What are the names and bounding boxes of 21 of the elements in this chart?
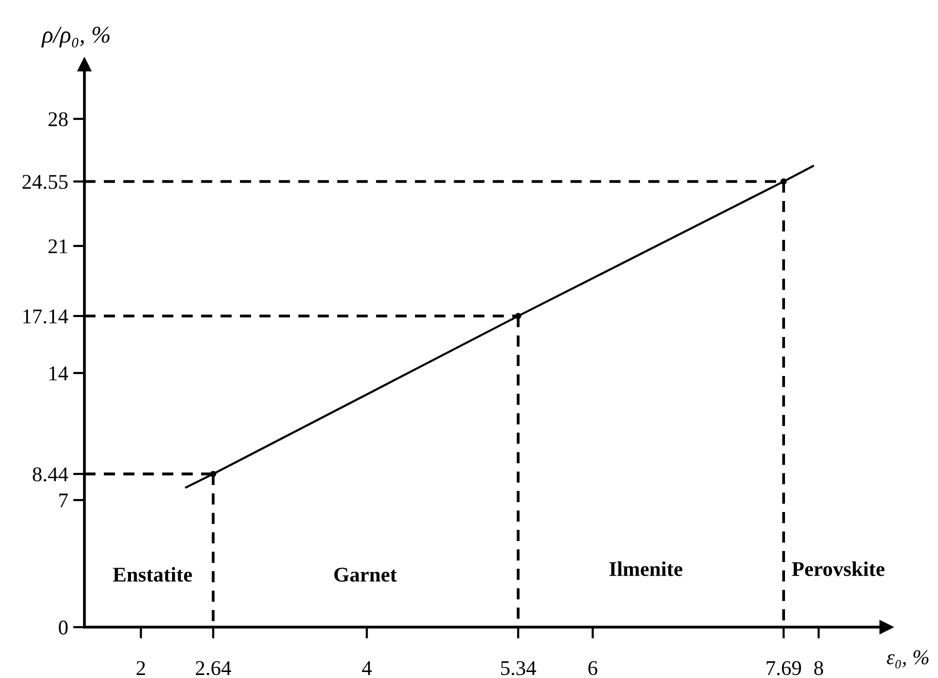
x-tick-label: 4 <box>362 661 372 675</box>
y-tick-label: 7 <box>59 494 68 508</box>
x-tick-label: 2 <box>136 661 145 675</box>
y-tick-label: 0 <box>58 620 68 635</box>
annotation: Enstatite <box>113 567 192 582</box>
annotation: Perovskite <box>792 561 884 576</box>
x-tick-label: 6 <box>588 661 598 676</box>
annotation: Ilmenite <box>609 561 682 576</box>
y-tick-label: 8.44 <box>32 467 68 482</box>
x-tick-label: 8 <box>814 661 824 676</box>
y-tick-label: 24.55 <box>22 174 68 190</box>
x-tick-label: 2.64 <box>196 661 232 676</box>
y-tick-label: 21 <box>48 239 68 254</box>
y-tick-label: 17.14 <box>23 309 68 324</box>
annotation: Garnet <box>334 568 397 582</box>
x-tick-label: 7.69 <box>766 661 801 676</box>
y-tick-label: 14 <box>49 366 68 380</box>
x-axis-title: ε₀, % <box>886 650 928 668</box>
y-axis-title: ρ/ρ₀, % <box>41 26 110 48</box>
x-tick-label: 5.34 <box>501 661 536 676</box>
y-tick-label: 28 <box>48 112 68 126</box>
